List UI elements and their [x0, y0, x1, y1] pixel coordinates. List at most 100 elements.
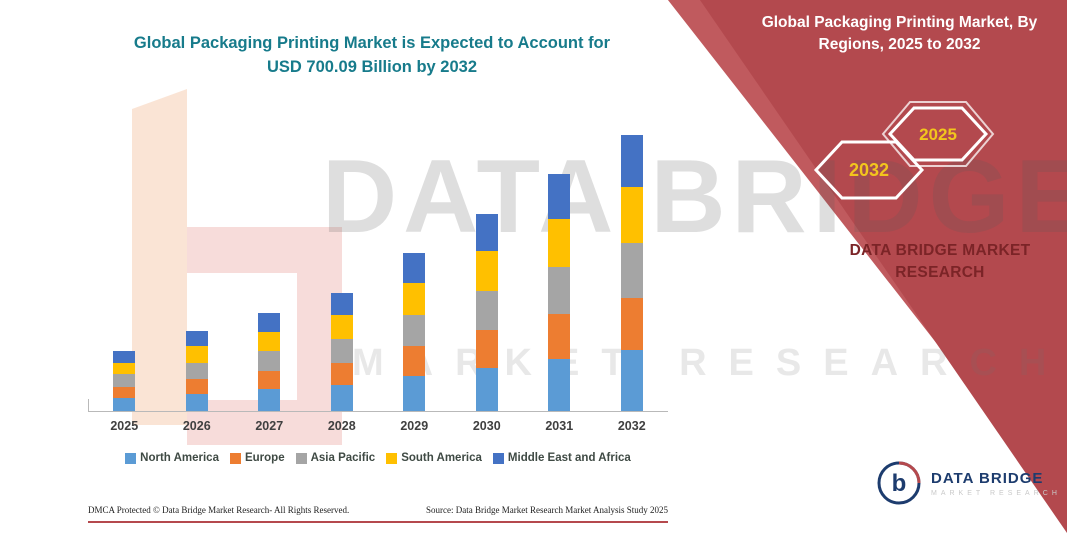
legend-label: South America: [401, 452, 482, 464]
bar-segment-europe: [330, 362, 353, 385]
bar-column-2025: [88, 351, 161, 411]
bar-segment-europe: [403, 346, 426, 377]
logo-monogram: b: [892, 470, 907, 497]
brand-b-watermark-icon: [132, 89, 342, 445]
chart-legend: North America Europe Asia Pacific South Ame…: [80, 452, 676, 464]
footer: DMCA Protected © Data Bridge Market Rese…: [88, 505, 668, 515]
bar-segment-north-america: [475, 367, 498, 411]
bar-segment-north-america: [403, 376, 426, 411]
bar-column-2032: [596, 134, 669, 411]
bar-segment-south-america: [330, 315, 353, 339]
x-tick-label: 2026: [182, 419, 211, 433]
bar-segment-europe: [113, 386, 136, 398]
bar-segment-europe: [258, 370, 281, 390]
company-logo-icon: b: [877, 461, 921, 505]
chart-title: Global Packaging Printing Market is Expe…: [62, 32, 682, 80]
x-axis-labels: 2025 2026 2027 2028 2029 2030 2031 2032: [88, 419, 668, 433]
plot-area: [88, 119, 668, 412]
legend-swatch-icon: [492, 452, 504, 464]
bar-stack: [548, 174, 571, 411]
legend-item-middle-east-and-africa: Middle East and Africa: [492, 452, 631, 464]
bar-column-2030: [451, 213, 524, 411]
bar-stack: [403, 253, 426, 411]
bar-segment-north-america: [185, 393, 208, 411]
footer-rule: [88, 521, 668, 523]
bar-segment-middle-east-and-africa: [620, 134, 643, 188]
bar-column-2031: [523, 174, 596, 411]
bar-segment-asia-pacific: [330, 338, 353, 363]
side-panel-heading-line1: Global Packaging Printing Market, By: [761, 14, 1038, 31]
bar-segment-asia-pacific: [548, 266, 571, 314]
watermark-text-line1: DATA BRIDGE: [322, 139, 1067, 255]
legend-swatch-icon: [229, 452, 241, 464]
x-tick-label: 2029: [400, 419, 429, 433]
bar-stack: [113, 351, 136, 411]
bar-column-2028: [306, 292, 379, 411]
bar-stack: [475, 213, 498, 411]
bar-segment-europe: [185, 378, 208, 394]
bar-segment-south-america: [113, 362, 136, 375]
bar-segment-north-america: [620, 350, 643, 411]
year-hexagon-badges: 2032 2025: [813, 101, 995, 200]
stacked-bar-chart: [88, 120, 668, 412]
bar-segment-north-america: [548, 358, 571, 411]
bar-segment-europe: [475, 330, 498, 368]
bar-segment-north-america: [258, 389, 281, 411]
chart-title-line2: USD 700.09 Billion by 2032: [266, 57, 477, 76]
legend-item-north-america: North America: [125, 452, 219, 464]
company-logo: b DATA BRIDGE MARKET RESEARCH: [876, 460, 1061, 506]
hexagon-2025-outer-icon: [881, 101, 995, 167]
logo-name: DATA BRIDGE: [931, 469, 1044, 487]
x-tick-label: 2025: [110, 419, 139, 433]
bar-segment-asia-pacific: [258, 351, 281, 371]
badge-back-year: 2032: [849, 160, 889, 180]
bar-segment-south-america: [620, 187, 643, 243]
brand-line1: DATA BRIDGE MARKET: [849, 242, 1031, 259]
badge-front-year: 2025: [919, 125, 957, 144]
bar-segment-south-america: [185, 346, 208, 363]
footer-copyright: DMCA Protected © Data Bridge Market Rese…: [88, 505, 350, 515]
bar-segment-asia-pacific: [403, 314, 426, 347]
bar-stack: [620, 134, 643, 411]
bar-segment-south-america: [548, 219, 571, 267]
bar-segment-south-america: [258, 331, 281, 352]
bar-segment-europe: [548, 314, 571, 359]
footer-source: Source: Data Bridge Market Research Mark…: [426, 505, 668, 515]
bar-segment-north-america: [113, 398, 136, 411]
bar-segment-asia-pacific: [620, 242, 643, 298]
bar-segment-middle-east-and-africa: [403, 253, 426, 284]
side-panel-brand: DATA BRIDGE MARKET RESEARCH: [826, 240, 1054, 285]
bar-segment-middle-east-and-africa: [185, 331, 208, 347]
side-panel-heading: Global Packaging Printing Market, By Reg…: [742, 12, 1057, 55]
chart-title-line1: Global Packaging Printing Market is Expe…: [133, 34, 611, 52]
legend-item-south-america: South America: [386, 452, 482, 464]
logo-subtitle: MARKET RESEARCH: [931, 489, 1061, 497]
legend-label: Europe: [244, 452, 285, 464]
legend-label: Middle East and Africa: [507, 452, 631, 464]
legend-swatch-icon: [295, 452, 307, 464]
bar-segment-south-america: [403, 283, 426, 315]
bar-segment-north-america: [330, 384, 353, 411]
bar-segment-middle-east-and-africa: [258, 313, 281, 332]
watermark-text-line2: MARKET RESEARCH: [352, 342, 1067, 384]
bar-column-2029: [378, 253, 451, 411]
bar-column-2026: [161, 331, 234, 411]
bar-segment-middle-east-and-africa: [330, 292, 353, 316]
legend-item-asia-pacific: Asia Pacific: [295, 452, 375, 464]
y-axis-stub: [88, 399, 89, 412]
bar-column-2027: [233, 313, 306, 411]
bar-stack: [185, 331, 208, 411]
bar-segment-middle-east-and-africa: [475, 213, 498, 252]
side-panel-heading-line2: Regions, 2025 to 2032: [818, 35, 981, 53]
bar-stack: [258, 313, 281, 411]
bar-segment-asia-pacific: [185, 362, 208, 379]
logo-text: DATA BRIDGE MARKET RESEARCH: [931, 470, 1061, 497]
legend-swatch-icon: [125, 452, 137, 464]
x-tick-label: 2031: [545, 419, 574, 433]
legend-swatch-icon: [386, 452, 398, 464]
x-tick-label: 2032: [617, 419, 646, 433]
brand-line2: RESEARCH: [895, 264, 985, 282]
x-tick-label: 2030: [472, 419, 501, 433]
bar-segment-middle-east-and-africa: [113, 351, 136, 363]
